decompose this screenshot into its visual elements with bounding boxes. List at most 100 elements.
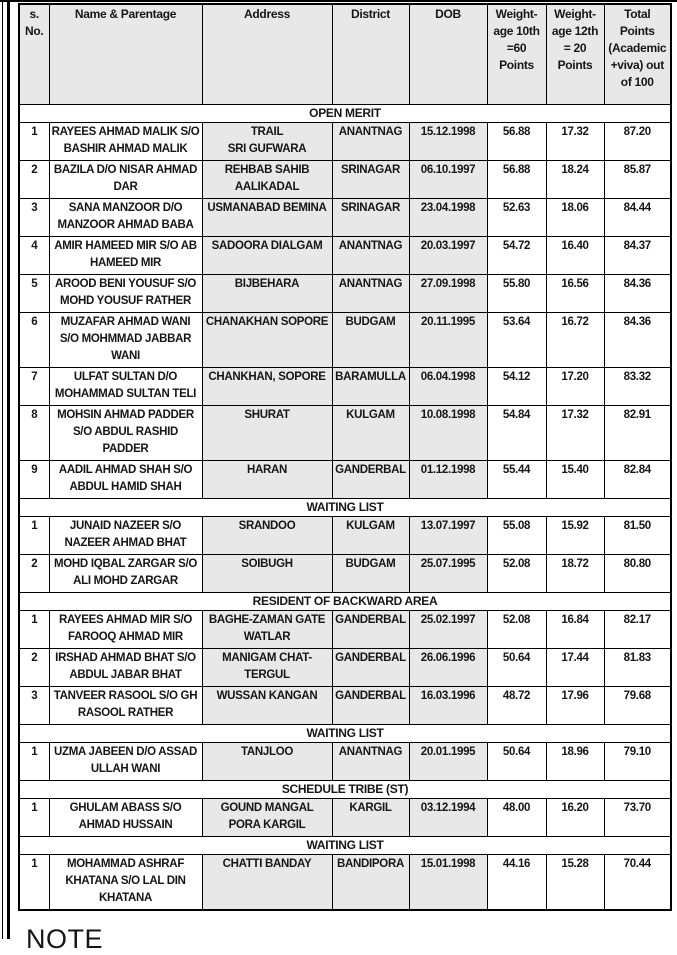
cell-total: 79.10 (603, 742, 672, 781)
cell-district: BARAMULLA (331, 367, 410, 406)
cell-name: AADIL AHMAD SHAH S/O ABDUL HAMID SHAH (48, 460, 203, 499)
cell-w10: 44.16 (486, 854, 547, 911)
table-row: 4 AMIR HAMEED MIR S/O AB HAMEED MIR SADOOR… (18, 236, 672, 275)
section-title: WAITING LIST (18, 836, 672, 855)
cell-name: GHULAM ABASS S/O AHMAD HUSSAIN (48, 798, 203, 837)
column-header-total: Total Points (Academic +viva) out of 100 (603, 3, 672, 105)
cell-name: RAYEES AHMAD MIR S/O FAROOQ AHMAD MIR (48, 610, 203, 649)
cell-name: MOHD IQBAL ZARGAR S/O ALI MOHD ZARGAR (48, 554, 203, 593)
cell-district: BUDGAM (331, 312, 410, 368)
cell-dob: 20.01.1995 (408, 742, 488, 781)
cell-address: CHATTI BANDAY (201, 854, 333, 911)
section-title: WAITING LIST (18, 498, 672, 517)
cell-name: UZMA JABEEN D/O ASSAD ULLAH WANI (48, 742, 203, 781)
cell-sno: 1 (18, 516, 50, 555)
column-header-dob: DOB (408, 3, 488, 105)
cell-total: 84.44 (603, 198, 672, 237)
section-title: SCHEDULE TRIBE (ST) (18, 780, 672, 799)
cell-name: BAZILA D/O NISAR AHMAD DAR (48, 160, 203, 199)
cell-dob: 10.08.1998 (408, 405, 488, 461)
cell-dob: 13.07.1997 (408, 516, 488, 555)
cell-district: GANDERBAL (331, 610, 410, 649)
cell-district: ANANTNAG (331, 122, 410, 161)
cell-w12: 15.92 (545, 516, 605, 555)
cell-name: JUNAID NAZEER S/O NAZEER AHMAD BHAT (48, 516, 203, 555)
cell-name: SANA MANZOOR D/O MANZOOR AHMAD BABA (48, 198, 203, 237)
cell-sno: 5 (18, 274, 50, 313)
page-top-border (0, 0, 677, 2)
section-header-row: RESIDENT OF BACKWARD AREA (18, 592, 672, 611)
cell-sno: 2 (18, 648, 50, 687)
section-header-row: WAITING LIST (18, 836, 672, 855)
cell-sno: 1 (18, 798, 50, 837)
cell-district: BANDIPORA (331, 854, 410, 911)
table-row: 3 TANVEER RASOOL S/O GH RASOOL RATHER WUSS… (18, 686, 672, 725)
cell-w12: 16.40 (545, 236, 605, 275)
cell-sno: 1 (18, 610, 50, 649)
table-row: 2 IRSHAD AHMAD BHAT S/O ABDUL JABAR BHAT M… (18, 648, 672, 687)
cell-total: 80.80 (603, 554, 672, 593)
cell-district: SRINAGAR (331, 160, 410, 199)
cell-w12: 18.06 (545, 198, 605, 237)
cell-w10: 56.88 (486, 160, 547, 199)
cell-dob: 06.04.1998 (408, 367, 488, 406)
cell-w12: 15.40 (545, 460, 605, 499)
cell-w10: 52.63 (486, 198, 547, 237)
cell-total: 81.50 (603, 516, 672, 555)
cell-address: WUSSAN KANGAN (201, 686, 333, 725)
cell-district: KARGIL (331, 798, 410, 837)
cell-w12: 16.56 (545, 274, 605, 313)
cell-address: SADOORA DIALGAM (201, 236, 333, 275)
cell-w10: 50.64 (486, 648, 547, 687)
table-row: 1 MOHAMMAD ASHRAF KHATANA S/O LAL DIN KHA… (18, 854, 672, 911)
table-row: 9 AADIL AHMAD SHAH S/O ABDUL HAMID SHAH HA… (18, 460, 672, 499)
cell-name: RAYEES AHMAD MALIK S/O BASHIR AHMAD MALI… (48, 122, 203, 161)
cell-dob: 25.02.1997 (408, 610, 488, 649)
cell-total: 84.36 (603, 312, 672, 368)
cell-address: REHBAB SAHIB AALIKADAL (201, 160, 333, 199)
cell-district: SRINAGAR (331, 198, 410, 237)
section-header-row: SCHEDULE TRIBE (ST) (18, 780, 672, 799)
table-row: 1 UZMA JABEEN D/O ASSAD ULLAH WANI TANJLOO… (18, 742, 672, 781)
cell-sno: 9 (18, 460, 50, 499)
cell-sno: 6 (18, 312, 50, 368)
cell-total: 79.68 (603, 686, 672, 725)
cell-sno: 3 (18, 198, 50, 237)
cell-sno: 1 (18, 742, 50, 781)
cell-address: TANJLOO (201, 742, 333, 781)
cell-dob: 20.11.1995 (408, 312, 488, 368)
cell-name: AMIR HAMEED MIR S/O AB HAMEED MIR (48, 236, 203, 275)
column-header-address: Address (201, 3, 333, 105)
section-title: WAITING LIST (18, 724, 672, 743)
cell-w12: 18.24 (545, 160, 605, 199)
cell-district: GANDERBAL (331, 648, 410, 687)
cell-w12: 15.28 (545, 854, 605, 911)
cell-name: AROOD BENI YOUSUF S/O MOHD YOUSUF RATHER (48, 274, 203, 313)
cell-sno: 7 (18, 367, 50, 406)
cell-total: 85.87 (603, 160, 672, 199)
cell-sno: 2 (18, 160, 50, 199)
cell-address: USMANABAD BEMINA (201, 198, 333, 237)
cell-address: TRAIL SRI GUFWARA (201, 122, 333, 161)
cell-dob: 03.12.1994 (408, 798, 488, 837)
cell-w10: 55.44 (486, 460, 547, 499)
cell-total: 87.20 (603, 122, 672, 161)
merit-list-table: s. No. Name & Parentage Address District DOB… (18, 3, 672, 911)
table-row: 7 ULFAT SULTAN D/O MOHAMMAD SULTAN TELI CH… (18, 367, 672, 406)
cell-w10: 48.72 (486, 686, 547, 725)
cell-dob: 15.01.1998 (408, 854, 488, 911)
cell-district: GANDERBAL (331, 686, 410, 725)
cell-name: MOHSIN AHMAD PADDER S/O ABDUL RASHID PAD… (48, 405, 203, 461)
cell-dob: 26.06.1996 (408, 648, 488, 687)
table-header: s. No. Name & Parentage Address District DOB… (18, 3, 672, 105)
cell-address: BIJBEHARA (201, 274, 333, 313)
cell-address: SOIBUGH (201, 554, 333, 593)
column-header-district: District (331, 3, 410, 105)
cell-w10: 56.88 (486, 122, 547, 161)
cell-w10: 54.12 (486, 367, 547, 406)
cell-w12: 18.72 (545, 554, 605, 593)
cell-name: MOHAMMAD ASHRAF KHATANA S/O LAL DIN KHAT… (48, 854, 203, 911)
cell-address: SRANDOO (201, 516, 333, 555)
table-row: 1 RAYEES AHMAD MALIK S/O BASHIR AHMAD MAL… (18, 122, 672, 161)
cell-name: IRSHAD AHMAD BHAT S/O ABDUL JABAR BHAT (48, 648, 203, 687)
